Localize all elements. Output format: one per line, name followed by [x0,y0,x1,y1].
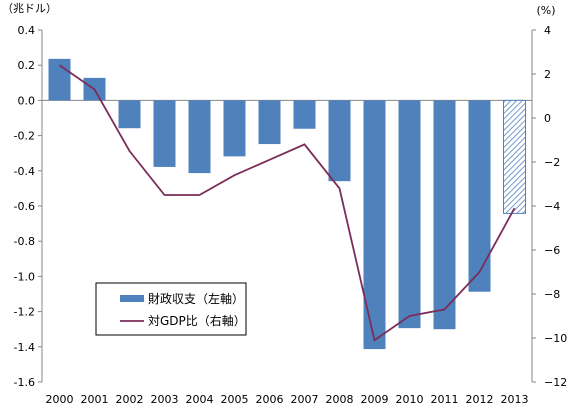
right-tick-label: −2 [544,156,560,169]
left-tick-label: -1.2 [14,306,35,319]
right-tick-label: 0 [544,112,551,125]
bar [468,100,491,292]
left-tick-label: -1.4 [14,341,35,354]
bar [328,100,351,182]
bar [153,100,176,167]
right-tick-label: −6 [544,244,560,257]
right-tick-label: −12 [544,376,567,389]
right-tick-label: 2 [544,68,551,81]
legend-bar-label: 財政収支（左軸） [148,291,244,306]
x-tick-label: 2012 [466,393,494,406]
legend-box [95,282,247,336]
left-tick-label: 0.2 [18,59,36,72]
gdp-ratio-line [58,64,516,342]
line-series [58,64,516,342]
right-axis-unit: (%) [536,4,555,17]
x-tick-label: 2006 [256,393,284,406]
bar [258,100,281,145]
bar-series [48,58,526,350]
left-tick-label: -0.8 [14,235,35,248]
bar [223,100,246,157]
bar [398,100,421,329]
x-tick-label: 2007 [291,393,319,406]
right-tick-label: −8 [544,288,560,301]
axes: 0.4 0.2 0.0 -0.2 -0.4 -0.6 -0.8 -1.0 -1.2 -1.4 -1.… [2,2,567,406]
x-tick-label: 2000 [46,393,74,406]
left-tick-label: 0.0 [18,94,36,107]
left-tick-label: -0.6 [14,200,35,213]
left-tick-label: -1.6 [14,376,35,389]
legend-line-label: 対GDP比（右軸） [148,313,246,328]
left-tick-label: 0.4 [18,24,36,37]
x-tick-label: 2008 [326,393,354,406]
x-tick-label: 2013 [501,393,529,406]
x-tick-label: 2005 [221,393,249,406]
legend: 財政収支（左軸） 対GDP比（右軸） [95,282,247,336]
x-tick-label: 2011 [431,393,459,406]
x-tick-label: 2003 [151,393,179,406]
left-tick-label: -0.4 [14,165,35,178]
bar [293,100,316,129]
bar [48,58,71,101]
bar [503,99,526,214]
right-tick-label: −4 [544,200,560,213]
legend-bar-swatch [120,295,144,302]
x-tick-label: 2001 [81,393,109,406]
left-tick-label: -1.0 [14,270,35,283]
bar [433,100,456,330]
x-tick-label: 2004 [186,393,214,406]
right-tick-label: −10 [544,332,567,345]
left-tick-label: -0.2 [14,130,35,143]
left-axis-unit: （兆ドル） [2,2,57,15]
bar [363,100,386,350]
x-tick-label: 2010 [396,393,424,406]
right-tick-label: 4 [544,24,551,37]
x-tick-label: 2002 [116,393,144,406]
x-tick-label: 2009 [361,393,389,406]
bar [118,100,141,129]
bar [188,100,211,174]
